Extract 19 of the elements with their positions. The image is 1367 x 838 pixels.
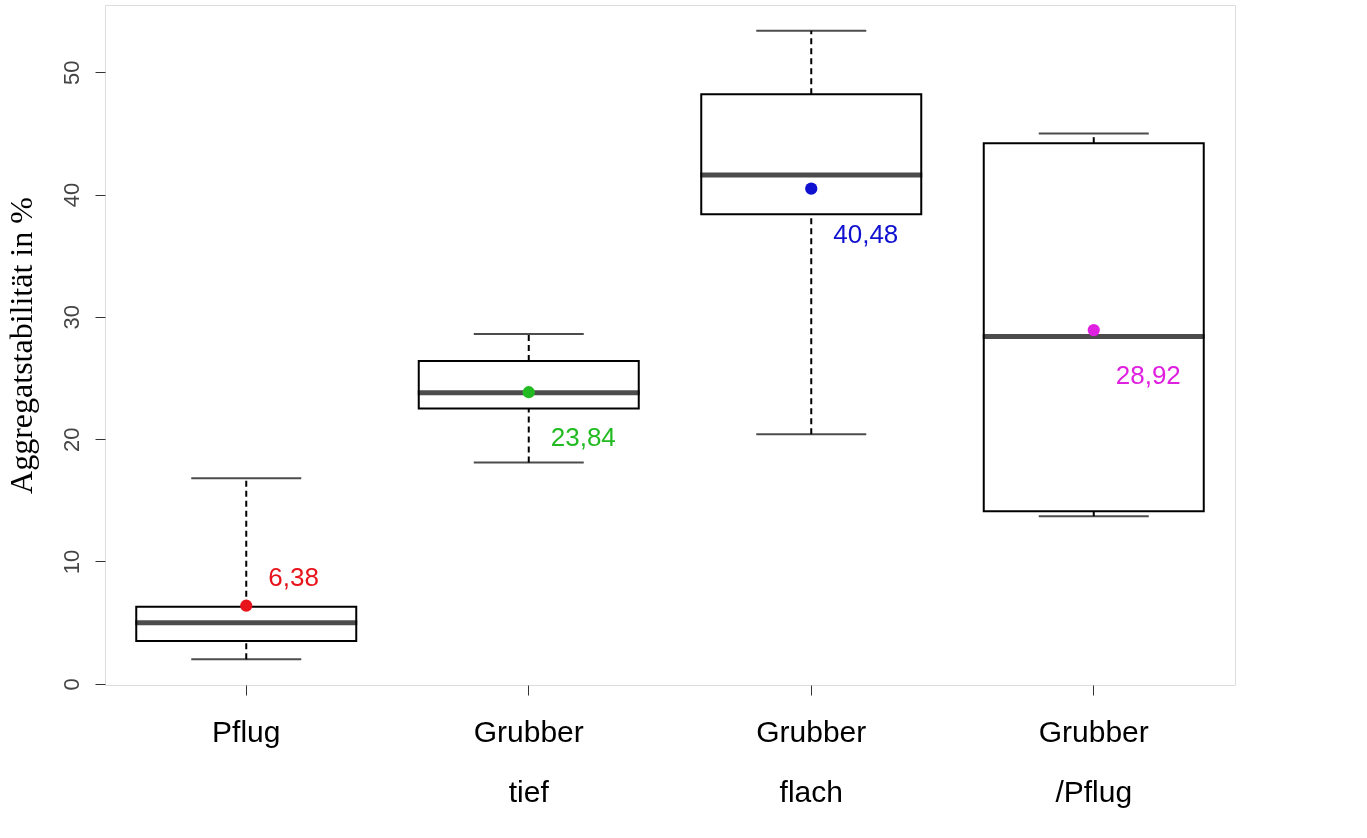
y-tick-label: 0 bbox=[58, 678, 84, 691]
point bbox=[240, 599, 253, 612]
x-tick-label: Grubber tief bbox=[473, 714, 584, 808]
data-label: 40,48 bbox=[833, 218, 899, 249]
y-tick-label: 10 bbox=[58, 549, 84, 575]
data-label: 6,38 bbox=[268, 561, 319, 592]
point bbox=[805, 182, 818, 195]
data-label: 28,92 bbox=[1115, 360, 1181, 391]
y-axis-title: Aggregatstabilität in % bbox=[2, 197, 39, 494]
y-tick-label: 40 bbox=[58, 182, 84, 208]
point bbox=[522, 386, 535, 399]
y-tick-label: 20 bbox=[58, 427, 84, 452]
y-tick-label: 30 bbox=[58, 305, 84, 330]
point bbox=[1087, 323, 1100, 337]
x-tick-label: Grubber flach bbox=[756, 714, 867, 808]
x-tick-label: Grubber /Pflug bbox=[1038, 714, 1149, 808]
y-tick-label: 50 bbox=[58, 60, 84, 86]
data-label: 23,84 bbox=[550, 422, 616, 453]
x-tick-label: Pflug bbox=[212, 714, 281, 748]
